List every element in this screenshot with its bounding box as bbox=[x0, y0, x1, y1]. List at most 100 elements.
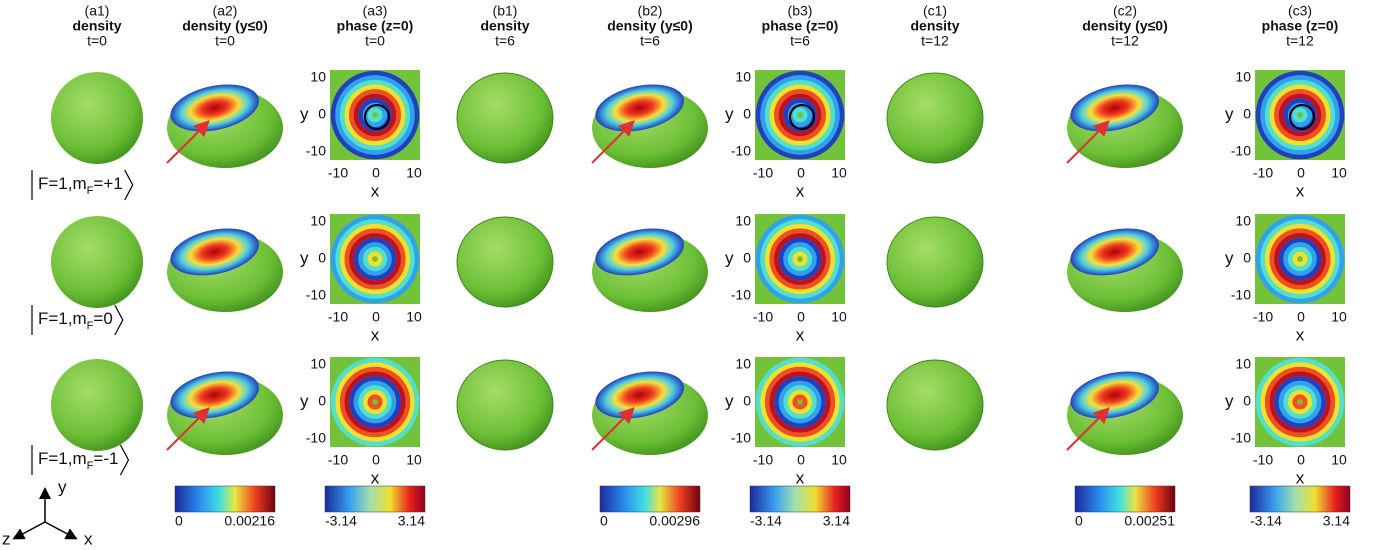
colorbar bbox=[1250, 486, 1350, 512]
colorbar-min: -3.14 bbox=[325, 513, 357, 529]
row-label: F=1,mF=-1 bbox=[38, 449, 118, 471]
panel-time: t=6 bbox=[640, 33, 660, 49]
panel-title: density bbox=[910, 18, 959, 34]
colorbar-min: 0 bbox=[1075, 513, 1083, 529]
x-tick-label: 10 bbox=[406, 452, 422, 468]
colorbar bbox=[1075, 486, 1175, 512]
y-label: y bbox=[1225, 391, 1234, 410]
x-tick-label: 0 bbox=[372, 452, 380, 468]
x-tick-label: 10 bbox=[831, 165, 847, 181]
colorbar-max: 0.00216 bbox=[224, 513, 275, 529]
y-tick-label: 0 bbox=[318, 250, 326, 266]
ket-angle bbox=[120, 445, 128, 475]
x-label: x bbox=[796, 181, 805, 200]
x-tick-label: -10 bbox=[753, 309, 773, 325]
row-suffix: =-1 bbox=[93, 449, 118, 468]
x-tick-label: -10 bbox=[753, 165, 773, 181]
colorbar bbox=[325, 486, 425, 512]
x-tick-label: -10 bbox=[1253, 452, 1273, 468]
panel-id: (a1) bbox=[85, 3, 110, 19]
y-tick-label: 0 bbox=[743, 250, 751, 266]
y-label: y bbox=[725, 248, 734, 267]
x-tick-label: 0 bbox=[1297, 165, 1305, 181]
x-tick-label: 10 bbox=[831, 309, 847, 325]
y-tick-label: 10 bbox=[310, 213, 326, 229]
x-tick-label: 10 bbox=[406, 309, 422, 325]
blob bbox=[457, 217, 553, 307]
x-tick-label: 0 bbox=[797, 452, 805, 468]
colorbar-max: 3.14 bbox=[398, 513, 425, 529]
y-tick-label: 10 bbox=[310, 356, 326, 372]
y-tick-label: 10 bbox=[735, 213, 751, 229]
colorbar-min: 0 bbox=[175, 513, 183, 529]
x-tick-label: -10 bbox=[328, 452, 348, 468]
blob bbox=[887, 360, 983, 450]
x-tick-label: -10 bbox=[1253, 309, 1273, 325]
axis-z: z bbox=[2, 529, 11, 548]
ket-angle bbox=[115, 305, 123, 335]
x-tick-label: 10 bbox=[1331, 452, 1347, 468]
row-prefix: F=1,m bbox=[38, 309, 87, 328]
y-label: y bbox=[300, 248, 309, 267]
x-label: x bbox=[796, 468, 805, 487]
panel-time: t=12 bbox=[1286, 33, 1314, 49]
x-label: x bbox=[796, 325, 805, 344]
ket-angle bbox=[125, 170, 133, 200]
colorbar-min: 0 bbox=[600, 513, 608, 529]
x-tick-label: 0 bbox=[1297, 452, 1305, 468]
colorbar-max: 3.14 bbox=[1323, 513, 1350, 529]
panel-id: (c2) bbox=[1113, 3, 1137, 19]
y-tick-label: -10 bbox=[1231, 430, 1251, 446]
axis-y: y bbox=[58, 477, 67, 496]
blob bbox=[887, 73, 983, 163]
y-label: y bbox=[300, 391, 309, 410]
x-label: x bbox=[1296, 325, 1305, 344]
blob bbox=[457, 73, 553, 163]
x-tick-label: -10 bbox=[328, 309, 348, 325]
x-label: x bbox=[371, 325, 380, 344]
colorbar-max: 3.14 bbox=[823, 513, 850, 529]
x-tick-label: 0 bbox=[797, 165, 805, 181]
panel-title: density (y≤0) bbox=[182, 18, 267, 34]
y-tick-label: -10 bbox=[306, 287, 326, 303]
y-tick-label: 0 bbox=[743, 393, 751, 409]
panel-time: t=6 bbox=[495, 33, 515, 49]
blob bbox=[887, 217, 983, 307]
x-tick-label: 10 bbox=[1331, 165, 1347, 181]
y-tick-label: 10 bbox=[310, 69, 326, 85]
row-prefix: F=1,m bbox=[38, 449, 87, 468]
y-tick-label: 10 bbox=[735, 69, 751, 85]
y-tick-label: 0 bbox=[743, 106, 751, 122]
y-tick-label: -10 bbox=[731, 143, 751, 159]
panel-title: phase (z=0) bbox=[337, 18, 414, 34]
x-tick-label: 10 bbox=[1331, 309, 1347, 325]
x-tick-label: -10 bbox=[753, 452, 773, 468]
colorbar-min: -3.14 bbox=[750, 513, 782, 529]
panel-title: phase (z=0) bbox=[1262, 18, 1339, 34]
y-tick-label: -10 bbox=[306, 143, 326, 159]
x-label: x bbox=[371, 468, 380, 487]
panel-id: (b2) bbox=[638, 3, 663, 19]
panel-time: t=6 bbox=[790, 33, 810, 49]
figure: y z x (a1)densityt=0(a2)density (y≤0)t=0… bbox=[0, 0, 1380, 550]
y-tick-label: -10 bbox=[731, 430, 751, 446]
panel-id: (b1) bbox=[493, 3, 518, 19]
panel-id: (c1) bbox=[923, 3, 947, 19]
panel-time: t=12 bbox=[921, 33, 949, 49]
row-label: F=1,mF=0 bbox=[38, 309, 113, 331]
colorbar bbox=[600, 486, 700, 512]
y-label: y bbox=[725, 391, 734, 410]
panel-id: (c3) bbox=[1288, 3, 1312, 19]
row-suffix: =0 bbox=[93, 309, 112, 328]
x-tick-label: -10 bbox=[1253, 165, 1273, 181]
sphere bbox=[51, 216, 143, 308]
panel-title: density (y≤0) bbox=[1082, 18, 1167, 34]
y-tick-label: -10 bbox=[1231, 143, 1251, 159]
row-prefix: F=1,m bbox=[38, 174, 87, 193]
panel-title: density bbox=[480, 18, 529, 34]
y-label: y bbox=[725, 104, 734, 123]
panel-id: (a3) bbox=[363, 3, 388, 19]
x-tick-label: 0 bbox=[372, 165, 380, 181]
triad: y z x bbox=[2, 477, 93, 548]
panel-title: phase (z=0) bbox=[762, 18, 839, 34]
